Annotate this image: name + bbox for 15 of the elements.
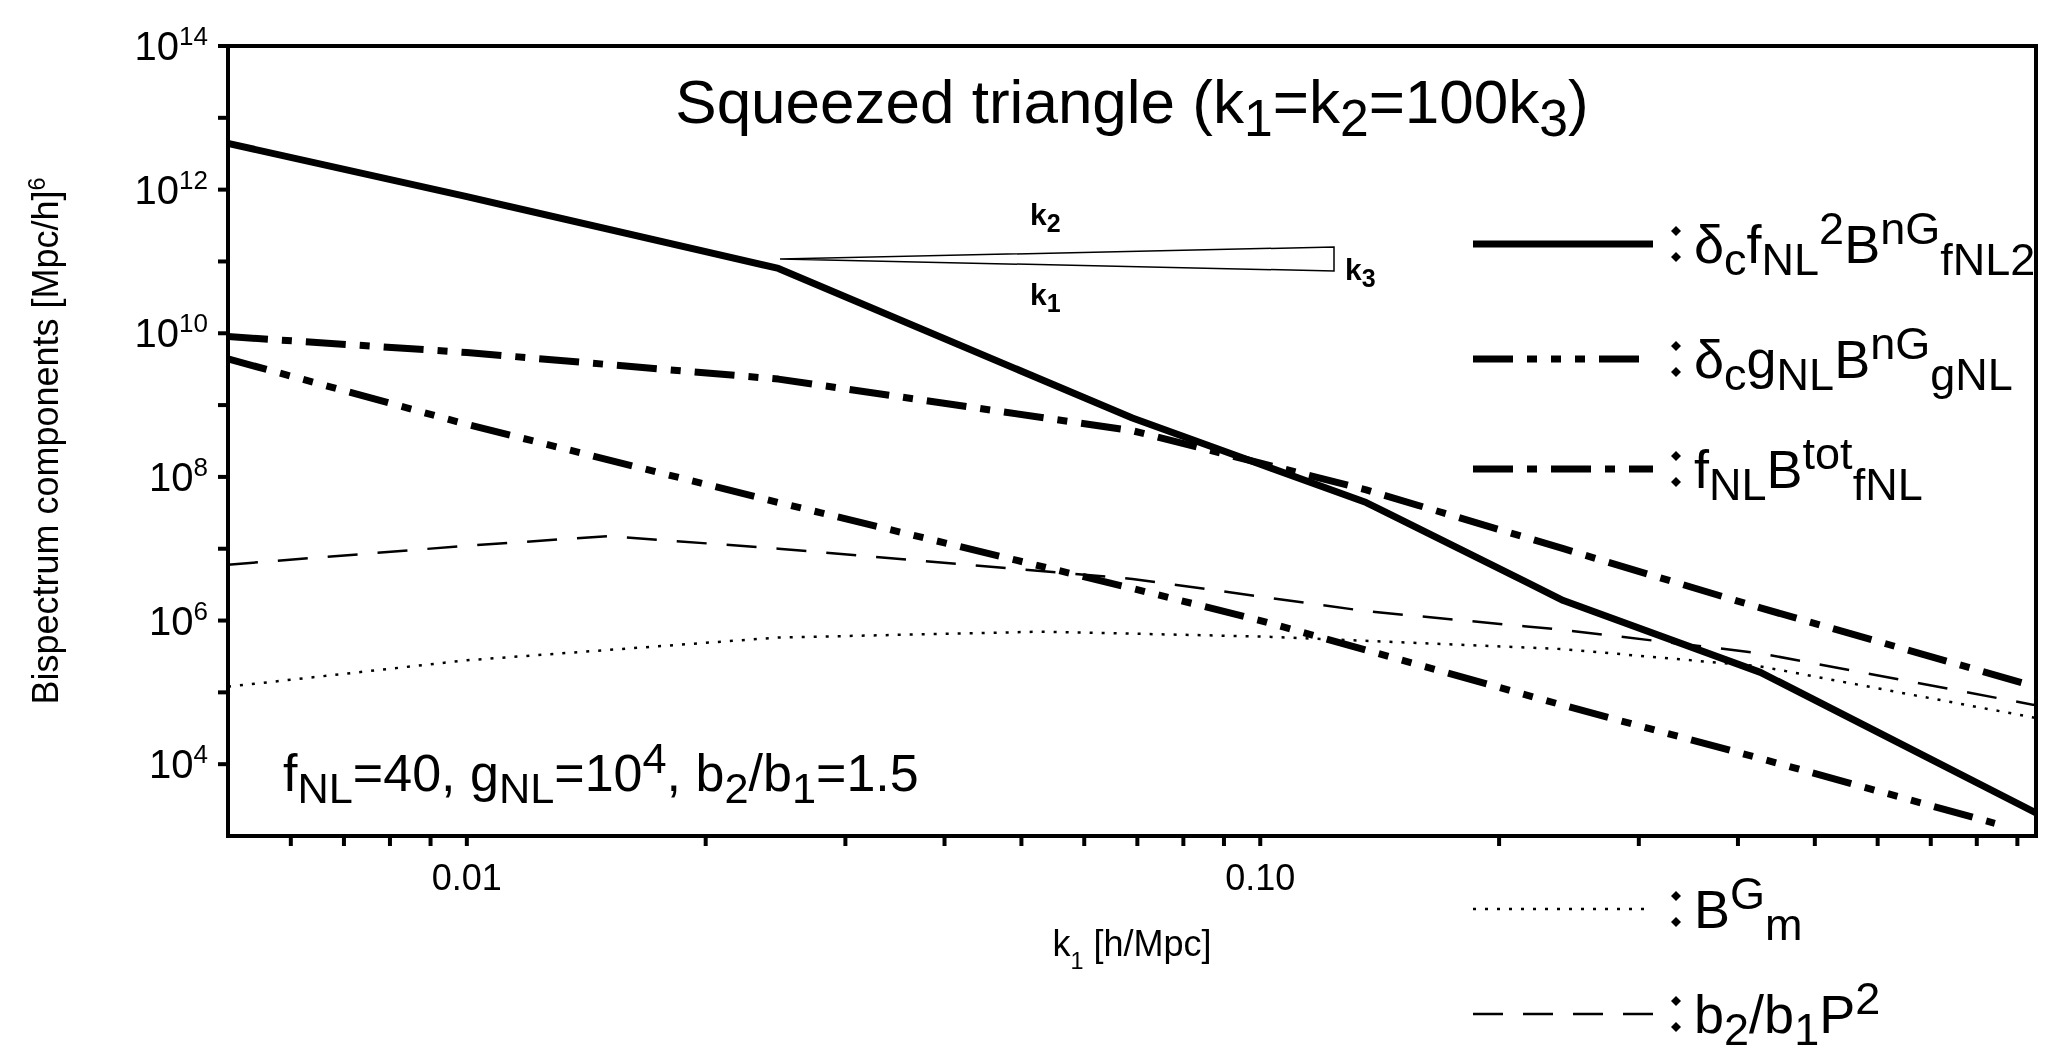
y-tick-label: 10$^{4}$ bbox=[149, 739, 208, 787]
y-tick-label: 10$^{10}$ bbox=[134, 308, 208, 356]
y-tick-label: 10$^{6}$ bbox=[149, 595, 208, 643]
chart-title: Squeezed triangle (k$_{1}$=k$_{2}$=100k$_{3}$) bbox=[674, 66, 1590, 149]
x-axis-title: k$_{1}$ [h/Mpc] bbox=[1052, 923, 1212, 974]
legend-label: b$_{2}$/b$_{1}$P$^{2}$ bbox=[1694, 973, 1881, 1056]
y-tick-label: 10$^{12}$ bbox=[134, 164, 208, 212]
annotation: k$_{2}$ bbox=[1030, 198, 1061, 238]
text: f$_{NL}$=40, g$_{NL}$=10$^{4}$, b$_{2}$/b$_{1}$=1.5 bbox=[283, 734, 919, 812]
y-tick-label: 10$^{14}$ bbox=[134, 21, 208, 68]
y-tick-label: 10$^{8}$ bbox=[149, 451, 208, 499]
annotation: k$_{1}$ bbox=[1030, 278, 1061, 318]
x-tick-label: 0.01 bbox=[431, 857, 502, 898]
annotation: k$_{3}$ bbox=[1345, 253, 1376, 293]
x-tick-label: 0.10 bbox=[1225, 857, 1296, 898]
